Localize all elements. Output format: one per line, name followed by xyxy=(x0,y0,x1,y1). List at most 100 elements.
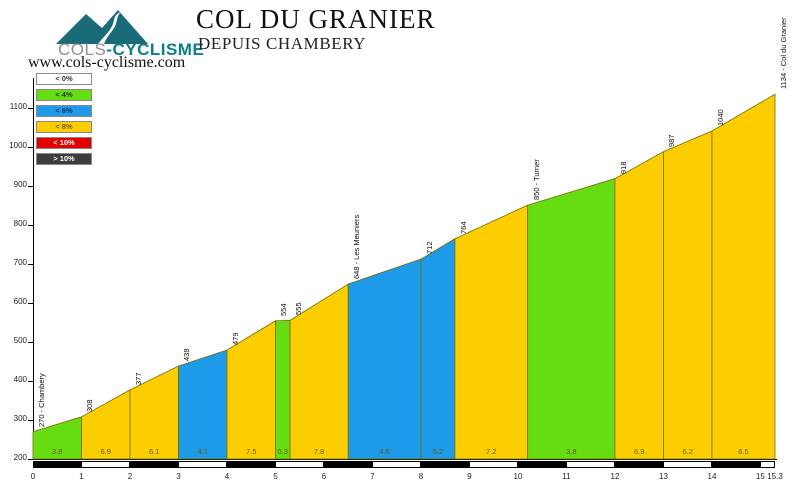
legend-item-label: < 8% xyxy=(55,122,73,132)
legend-item-label: < 0% xyxy=(55,74,73,84)
y-tick-label: 200 xyxy=(13,453,27,462)
segment-gradient-label: 5.2 xyxy=(432,447,444,456)
x-tick-label: 6 xyxy=(321,472,327,481)
km-scale-block xyxy=(129,461,179,468)
segment-gradient-label: 6.5 xyxy=(738,447,749,456)
x-tick-label: 1 xyxy=(79,472,84,481)
y-tick-label: 900 xyxy=(13,179,27,189)
profile-segment xyxy=(347,258,422,460)
y-tick-label: 600 xyxy=(13,296,27,306)
profile-segment xyxy=(711,93,776,460)
km-scale-block xyxy=(469,461,518,468)
segment-gradient-label: 6.2 xyxy=(682,447,693,456)
profile-segment xyxy=(275,319,291,460)
segment-gradient-label: 7.5 xyxy=(246,447,257,456)
legend-item-4: < 4% xyxy=(36,89,92,101)
x-tick-label: 5 xyxy=(273,472,278,481)
profile-segment xyxy=(663,130,713,460)
node-altitude-label: 987 xyxy=(667,134,677,147)
legend-item-10: < 10% xyxy=(36,137,92,149)
x-tick-label: 0 xyxy=(30,472,36,481)
legend-item-label: < 6% xyxy=(55,106,73,116)
legend-item-10: > 10% xyxy=(36,153,92,165)
y-axis-line xyxy=(33,78,34,459)
y-tick-label: 1100 xyxy=(9,101,27,111)
y-tick-mark xyxy=(28,303,33,304)
mountain-logo-icon xyxy=(56,10,148,44)
x-tick-label: 13 xyxy=(659,472,668,481)
x-tick-label: 7 xyxy=(370,472,375,481)
y-tick-mark xyxy=(28,108,33,109)
segment-gradient-label: 4.6 xyxy=(379,447,390,456)
segment-gradient-label: 3.8 xyxy=(566,447,577,456)
node-altitude-label: 555 xyxy=(294,302,304,316)
x-tick-label: 9 xyxy=(467,472,472,481)
km-scale-block xyxy=(226,461,276,468)
profile-segment xyxy=(614,150,664,460)
segment-gradient-label: 7.8 xyxy=(313,447,325,456)
km-scale-block xyxy=(81,461,130,468)
segment-gradient-label: 6.9 xyxy=(100,447,111,456)
cols-cyclisme-logo: COLS-CYCLISME xyxy=(28,6,204,60)
y-tick-mark xyxy=(28,147,33,148)
legend-item-8: < 8% xyxy=(36,121,92,133)
km-scale-block xyxy=(517,461,567,468)
page-subtitle: DEPUIS CHAMBERY xyxy=(198,34,367,53)
x-tick-label: 11 xyxy=(562,472,571,481)
y-tick-label: 800 xyxy=(13,218,27,228)
profile-segment xyxy=(454,204,529,460)
logo-cols-text: COLS xyxy=(58,40,107,59)
node-altitude-label: 712 xyxy=(424,241,434,255)
x-tick-label: 4 xyxy=(224,472,230,481)
segment-gradient-label: 4.1 xyxy=(197,447,208,456)
node-altitude-label: 1040 xyxy=(715,109,725,126)
km-scale-block xyxy=(178,461,227,468)
x-tick-label: 2 xyxy=(127,472,133,481)
km-scale-block xyxy=(760,461,775,468)
x-tick-label: 3 xyxy=(176,472,181,481)
segment-gradient-label: 0.3 xyxy=(277,447,288,456)
page-title: COL DU GRANIER xyxy=(196,4,436,34)
legend-item-0: < 0% xyxy=(36,73,92,85)
y-tick-label: 700 xyxy=(13,257,27,267)
x-tick-label: 15.3 xyxy=(767,472,783,481)
node-altitude-label: 438 xyxy=(182,348,192,362)
node-altitude-label: 648 - Les Meuniers xyxy=(352,214,362,280)
profile-segment xyxy=(420,238,456,460)
node-altitude-label: 377 xyxy=(133,372,143,385)
y-tick-label: 300 xyxy=(13,413,27,423)
y-tick-mark xyxy=(28,225,33,226)
segment-gradient-label: 6.9 xyxy=(633,447,645,456)
website-url: www.cols-cyclisme.com xyxy=(28,54,186,71)
x-tick-label: 10 xyxy=(513,472,523,481)
node-altitude-label: 1134 - Col du Granier xyxy=(779,17,788,90)
km-scale-block xyxy=(711,461,761,468)
km-scale-block xyxy=(372,461,421,468)
profile-segment xyxy=(178,349,228,460)
node-altitude-label: 850 - Turner xyxy=(531,159,541,201)
x-tick-label: 12 xyxy=(610,472,620,481)
km-scale-block xyxy=(566,461,615,468)
logo-cyclisme-text: -CYCLISME xyxy=(106,40,205,59)
node-altitude-label: 918 xyxy=(618,161,628,174)
segment-gradient-label: 6.1 xyxy=(149,447,160,456)
x-tick-label: 15 xyxy=(755,472,765,481)
node-altitude-label: 270 - Chambery xyxy=(37,372,46,427)
gradient-legend: < 0% < 4% < 6% < 8% < 10% > 10% xyxy=(36,73,92,169)
node-altitude-label: 308 xyxy=(85,399,95,412)
legend-item-label: < 10% xyxy=(53,138,75,148)
km-scale-block xyxy=(275,461,324,468)
logo-wordmark: COLS-CYCLISME xyxy=(58,40,204,60)
x-tick-label: 8 xyxy=(418,472,424,481)
km-scale-block xyxy=(323,461,373,468)
legend-item-6: < 6% xyxy=(36,105,92,117)
node-altitude-label: 479 xyxy=(230,332,240,346)
km-scale-block xyxy=(614,461,664,468)
y-tick-mark xyxy=(28,342,33,343)
legend-item-label: < 4% xyxy=(55,90,73,100)
km-scale-block xyxy=(33,461,82,468)
y-tick-mark xyxy=(28,459,33,460)
